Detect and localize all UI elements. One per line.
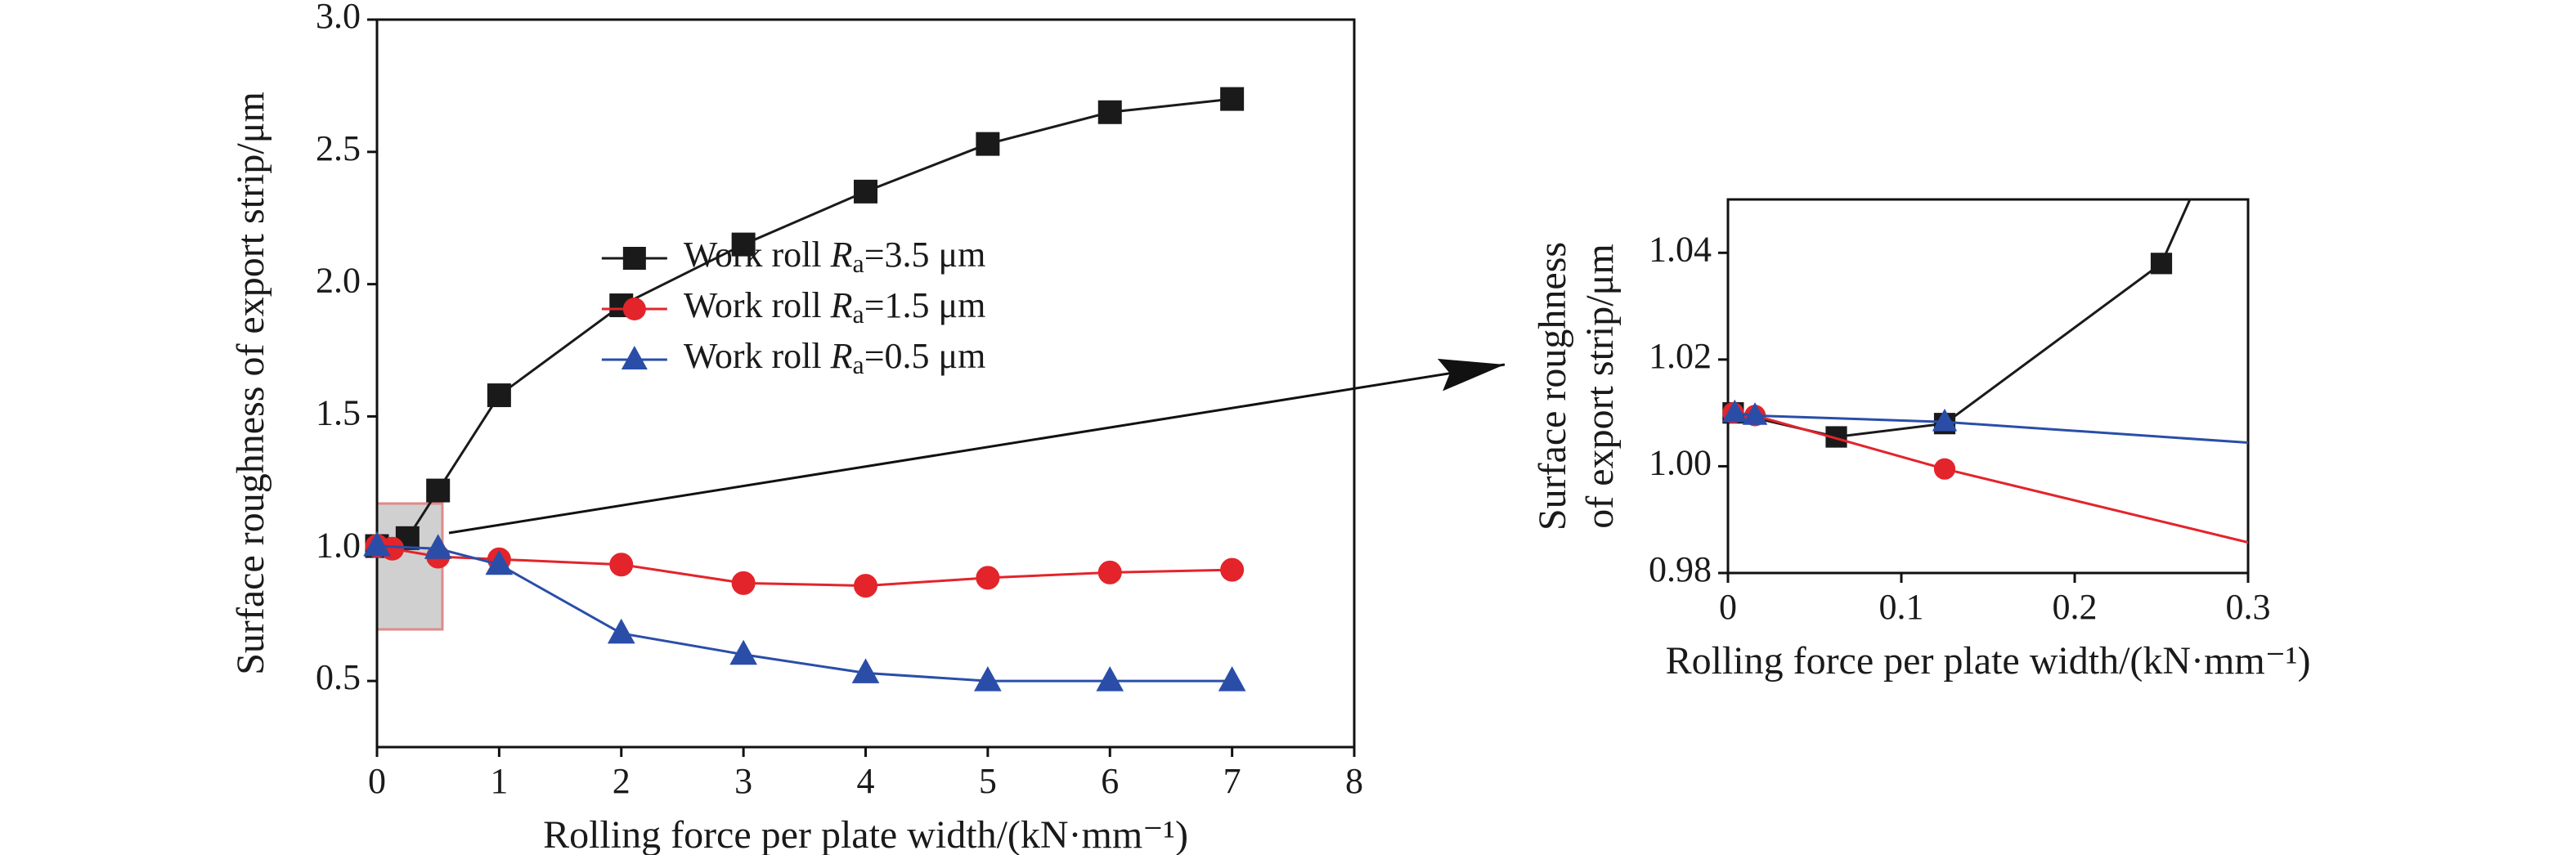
y-tick-label: 1.5: [316, 393, 361, 433]
y-tick-label: 1.0: [316, 525, 361, 565]
legend-label: Work roll Ra=0.5 μm: [684, 336, 986, 379]
x-tick-label: 0.2: [2053, 587, 2098, 627]
legend-label: Work roll Ra=3.5 μm: [684, 235, 986, 278]
marker-square: [426, 478, 451, 503]
x-axis-label: Rolling force per plate width/(kN·mm⁻¹): [1666, 639, 2311, 683]
plot-frame: [375, 18, 1356, 749]
marker-circle: [1933, 458, 1956, 480]
marker-triangle: [363, 531, 391, 557]
series-line: [377, 97, 1232, 548]
y-tick-label: 3.0: [316, 0, 361, 36]
plot-frame: [1726, 198, 2250, 575]
marker-triangle: [1722, 399, 1748, 423]
series-line: [377, 544, 1232, 588]
marker-triangle: [729, 639, 757, 665]
marker-square: [976, 132, 1000, 156]
x-tick-label: 0: [368, 761, 386, 801]
y-axis-label: of export strip/μm: [1578, 244, 1622, 528]
marker-triangle: [974, 666, 1002, 692]
marker-square: [622, 247, 646, 270]
zoom-arrow: [448, 358, 1506, 535]
series-line: [1735, 411, 2248, 445]
x-tick-label: 0: [1719, 587, 1737, 627]
series-line: [1733, 411, 2248, 544]
x-tick-label: 8: [1345, 761, 1363, 801]
x-tick-label: 4: [857, 761, 875, 801]
y-tick-label: 0.5: [316, 657, 361, 697]
y-tick-label: 2.5: [316, 128, 361, 168]
y-axis-label: Surface roughness of export strip/μm: [229, 92, 272, 675]
y-tick-label: 0.98: [1649, 549, 1712, 589]
x-tick-label: 1: [490, 761, 508, 801]
x-tick-label: 3: [734, 761, 752, 801]
marker-square: [1220, 87, 1245, 111]
marker-square: [2150, 253, 2173, 275]
marker-square: [1097, 100, 1122, 124]
marker-square: [731, 232, 756, 257]
y-tick-label: 1.00: [1649, 443, 1712, 483]
marker-triangle: [607, 618, 635, 644]
x-tick-label: 0.3: [2226, 587, 2271, 627]
marker-triangle: [621, 346, 648, 369]
marker-square: [854, 179, 877, 204]
marker-triangle: [485, 549, 514, 575]
x-tick-label: 7: [1223, 761, 1241, 801]
x-tick-label: 5: [979, 761, 997, 801]
x-tick-label: 0.1: [1879, 587, 1924, 627]
marker-circle: [731, 571, 756, 595]
y-axis-label: Surface roughness: [1531, 242, 1574, 530]
marker-triangle: [1096, 666, 1124, 692]
marker-triangle: [1218, 666, 1246, 692]
marker-triangle: [1742, 402, 1768, 425]
marker-triangle: [424, 534, 452, 559]
marker-circle: [609, 553, 634, 577]
x-tick-label: 6: [1101, 761, 1119, 801]
x-axis-label: Rolling force per plate width/(kN·mm⁻¹): [543, 813, 1188, 855]
legend-label: Work roll Ra=1.5 μm: [684, 285, 986, 329]
marker-circle: [622, 298, 646, 320]
marker-circle: [1097, 560, 1122, 584]
marker-circle: [976, 566, 1000, 590]
y-tick-label: 1.04: [1649, 229, 1712, 269]
series-line: [1733, 199, 2192, 439]
marker-circle: [854, 574, 877, 598]
marker-triangle: [851, 658, 880, 683]
marker-square: [487, 383, 511, 408]
y-tick-label: 1.02: [1649, 336, 1712, 376]
y-tick-label: 2.0: [316, 261, 361, 301]
x-tick-label: 2: [613, 761, 631, 801]
marker-triangle: [1932, 408, 1958, 432]
marker-circle: [1220, 557, 1245, 582]
